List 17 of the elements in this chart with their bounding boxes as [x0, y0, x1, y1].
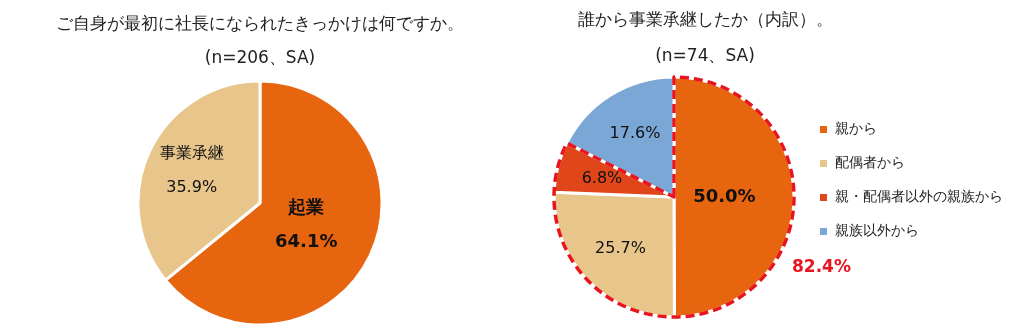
slice-label: 事業承継: [159, 142, 224, 162]
legend-label: 親族以外から: [835, 222, 919, 240]
chart-subtitle: (n=206、SA): [203, 46, 317, 69]
chart-title: ご自身が最初に社長になられたきっかけは何ですか。: [55, 12, 465, 35]
data-label: 64.1%: [275, 229, 338, 251]
data-label: 6.8%: [581, 167, 623, 187]
chart-title: 誰から事業承継したか（内訳）。: [576, 8, 834, 31]
slice-label: 起業: [287, 195, 325, 217]
data-label: 17.6%: [609, 122, 661, 142]
legend-label: 親・配偶者以外の親族から: [835, 188, 1003, 206]
legend-label: 親から: [835, 120, 877, 138]
data-label: 50.0%: [693, 184, 756, 206]
chart-subtitle: (n=74、SA): [654, 44, 756, 67]
text: 82.4%: [792, 256, 851, 276]
data-label: 35.9%: [166, 176, 218, 196]
data-label: 25.7%: [595, 237, 646, 257]
legend-label: 配偶者から: [835, 154, 905, 172]
